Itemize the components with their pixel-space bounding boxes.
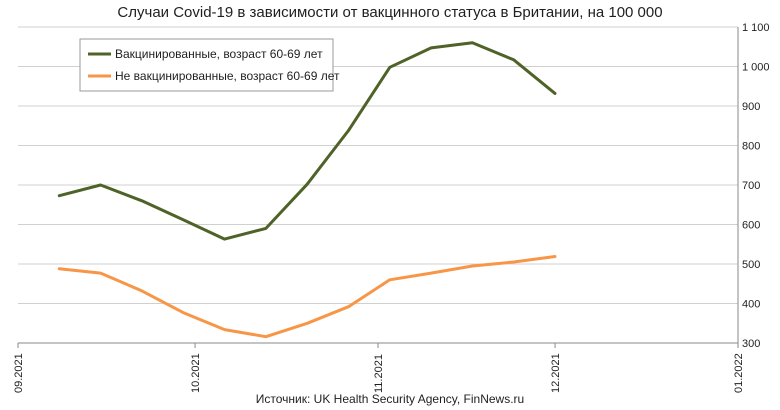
y-tick-label: 600: [742, 220, 760, 232]
y-tick-label: 300: [742, 338, 760, 350]
legend-label-2: Не вакцинированные, возраст 60-69 лет: [115, 69, 340, 83]
y-tick-label: 800: [742, 141, 760, 153]
x-tick-label: 09.2021: [13, 353, 25, 393]
chart-title: Случаи Covid-19 в зависимости от вакцинн…: [117, 4, 663, 21]
y-tick-label: 900: [742, 101, 760, 113]
y-tick-label: 400: [742, 299, 760, 311]
legend-box: [79, 38, 334, 92]
y-tick-label: 1 100: [742, 22, 770, 34]
x-tick-label: 12.2021: [550, 353, 562, 393]
x-tick-label: 10.2021: [190, 353, 202, 393]
series-line-2: [57, 255, 557, 339]
series-line-1: [57, 41, 557, 241]
x-tick-label: 11.2021: [373, 354, 385, 393]
y-tick-label: 500: [742, 259, 760, 271]
y-tick-label: 1 000: [742, 62, 770, 74]
chart-source: Источник: UK Health Security Agency, Fin…: [255, 392, 525, 406]
y-tick-label: 700: [742, 180, 760, 192]
legend-label-1: Вакцинированные, возраст 60-69 лет: [115, 47, 323, 61]
x-tick-label: 01.2022: [733, 353, 745, 393]
